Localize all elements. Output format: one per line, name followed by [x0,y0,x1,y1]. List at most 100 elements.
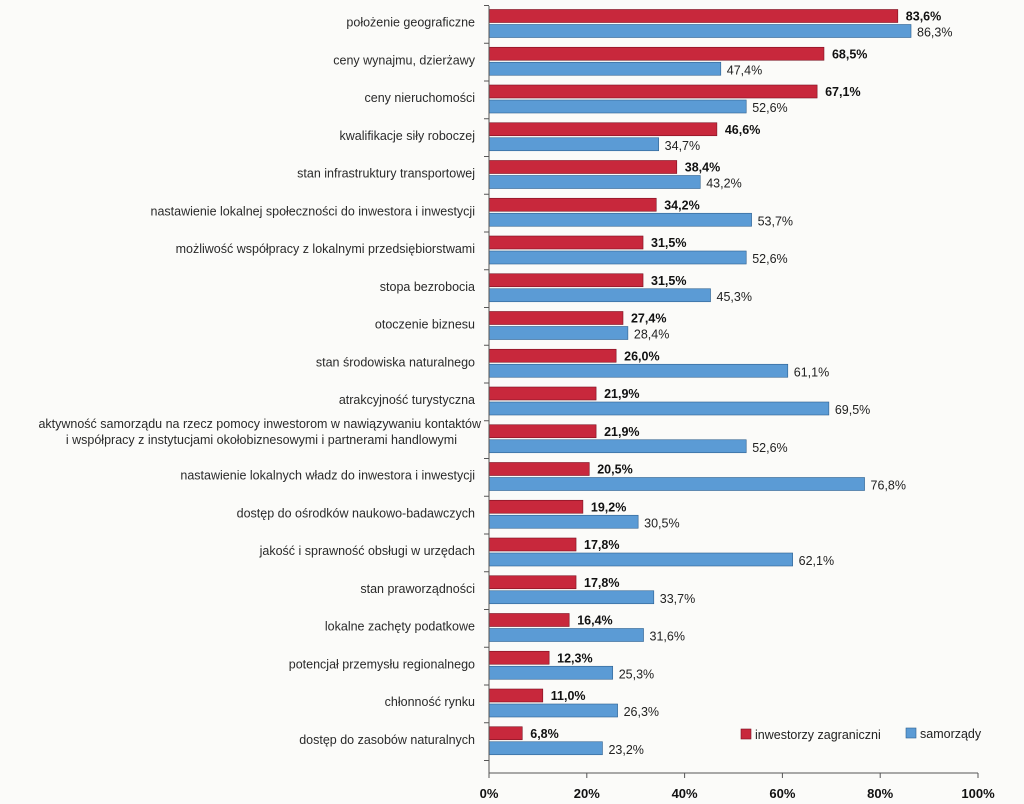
bar-series-1-4 [488,122,718,137]
category-label-12: aktywność samorządu na rzecz pomocy inwe… [38,417,482,447]
bar-series-1-9 [488,311,624,325]
bar-series-2-10 [488,363,789,378]
bar-series-2-6 [488,212,752,227]
data-label-series-1-13: 20,5% [597,463,632,477]
x-tick-label-0: 0% [480,786,499,801]
category-label-1: położenie geograficzne [346,16,475,30]
x-tick-label-80: 80% [867,786,893,801]
data-label-series-1-2: 68,5% [832,47,867,61]
data-label-series-2-19: 26,3% [624,705,659,719]
data-label-series-1-10: 26,0% [624,349,659,363]
data-label-series-2-15: 62,1% [799,554,834,568]
data-label-series-2-3: 52,6% [752,101,787,115]
bar-series-1-2 [488,46,825,61]
data-label-series-1-11: 21,9% [604,387,639,401]
bar-series-1-1 [488,9,899,23]
x-tick-label-100: 100% [961,786,995,801]
bar-series-1-19 [488,688,544,703]
category-label-16: stan praworządności [360,582,475,596]
data-label-series-2-20: 23,2% [608,743,643,757]
data-label-series-1-20: 6,8% [530,727,559,741]
data-label-series-2-13: 76,8% [871,479,906,493]
bar-series-1-20 [488,726,523,741]
data-label-series-2-14: 30,5% [644,516,679,530]
bar-series-1-15 [488,537,577,552]
bar-series-1-13 [488,462,590,476]
category-label-13: nastawienie lokalnych władz do inwestora… [180,469,475,483]
data-label-series-1-4: 46,6% [725,123,760,137]
data-label-series-2-18: 25,3% [619,667,654,681]
bar-series-2-9 [488,326,629,340]
category-label-18: potencjał przemysłu regionalnego [289,657,475,671]
category-label-3: ceny nieruchomości [365,91,475,105]
data-label-series-2-12: 52,6% [752,441,787,455]
data-label-series-2-6: 53,7% [758,214,793,228]
bar-series-2-20 [488,741,603,756]
data-label-series-2-11: 69,5% [835,403,870,417]
data-label-series-1-16: 17,8% [584,576,619,590]
category-label-8: stopa bezrobocia [380,280,475,294]
legend: inwestorzy zagraniczni samorządy [740,727,982,742]
bar-series-1-6 [488,197,657,212]
data-label-series-2-9: 28,4% [634,328,669,342]
category-label-17: lokalne zachęty podatkowe [325,620,475,634]
data-label-series-2-1: 86,3% [917,26,952,40]
category-label-6: nastawienie lokalnej społeczności do inw… [151,204,475,218]
x-tick-label-20: 20% [574,786,600,801]
bar-series-2-15 [488,552,793,567]
category-label-4: kwalifikacje siły roboczej [340,129,475,143]
x-tick-label-40: 40% [672,786,698,801]
data-label-series-2-17: 31,6% [650,630,685,644]
bar-series-2-19 [488,703,618,718]
bar-series-1-10 [488,348,617,363]
data-label-series-1-9: 27,4% [631,312,666,326]
legend-swatch-series-2 [905,727,917,739]
bar-series-1-5 [488,160,678,174]
data-label-series-1-12: 21,9% [604,425,639,439]
data-label-series-2-5: 43,2% [706,177,741,191]
bar-series-2-11 [488,401,830,416]
labels-layer: 83,6% 86,3% położenie geograficzne 68,5% 47,… [38,10,952,757]
bar-series-2-4 [488,137,659,152]
data-label-series-1-3: 67,1% [825,85,860,99]
data-label-series-2-2: 47,4% [727,63,762,77]
data-label-series-2-4: 34,7% [665,139,700,153]
data-label-series-2-8: 45,3% [717,290,752,304]
data-label-series-1-5: 38,4% [685,161,720,175]
bar-series-1-7 [488,235,644,250]
bar-series-1-8 [488,273,644,288]
legend-swatch-series-1 [740,728,752,740]
bar-series-2-3 [488,99,747,114]
bar-series-1-11 [488,386,597,401]
data-label-series-1-14: 19,2% [591,500,626,514]
data-label-series-1-18: 12,3% [557,651,592,665]
category-label-11: atrakcyjność turystyczna [339,393,475,407]
bar-series-2-13 [488,477,865,491]
data-label-series-1-19: 11,0% [551,689,586,703]
bar-series-1-14 [488,499,584,514]
bar-series-1-3 [488,84,818,99]
data-label-series-2-10: 61,1% [794,365,829,379]
data-label-series-1-8: 31,5% [651,274,686,288]
category-label-14: dostęp do ośrodków naukowo-badawczych [237,506,475,520]
bar-series-2-17 [488,628,644,642]
bar-series-1-17 [488,613,570,627]
category-label-19: chłonność rynku [385,695,475,709]
bar-series-2-16 [488,590,655,605]
x-tick-label-60: 60% [769,786,795,801]
category-label-7: możliwość współpracy z lokalnymi przedsi… [176,242,475,256]
bar-series-2-5 [488,175,701,189]
data-label-series-1-15: 17,8% [584,538,619,552]
bar-series-1-12 [488,424,597,439]
bar-series-1-18 [488,650,550,665]
category-label-10: stan środowiska naturalnego [316,355,475,369]
bar-series-1-16 [488,575,577,590]
bar-series-2-8 [488,288,711,303]
data-label-series-2-16: 33,7% [660,592,695,606]
data-label-series-1-1: 83,6% [906,10,941,24]
bar-series-2-18 [488,665,614,680]
category-label-5: stan infrastruktury transportowej [297,167,475,181]
bar-series-2-14 [488,514,639,529]
axis-layer: 0% 20% 40% 60% 80% 100% [480,5,995,801]
